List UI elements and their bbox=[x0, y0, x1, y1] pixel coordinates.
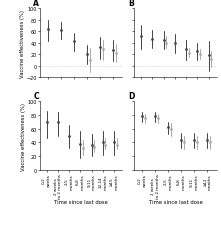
Text: A: A bbox=[33, 0, 39, 8]
Text: C: C bbox=[33, 91, 39, 100]
Text: D: D bbox=[128, 91, 134, 100]
X-axis label: Time since last dose: Time since last dose bbox=[149, 200, 202, 205]
X-axis label: Time since last dose: Time since last dose bbox=[54, 200, 108, 205]
Y-axis label: Vaccine effectiveness (%): Vaccine effectiveness (%) bbox=[20, 10, 25, 77]
Y-axis label: Vaccine effectiveness (%): Vaccine effectiveness (%) bbox=[21, 102, 26, 170]
Text: B: B bbox=[128, 0, 133, 8]
